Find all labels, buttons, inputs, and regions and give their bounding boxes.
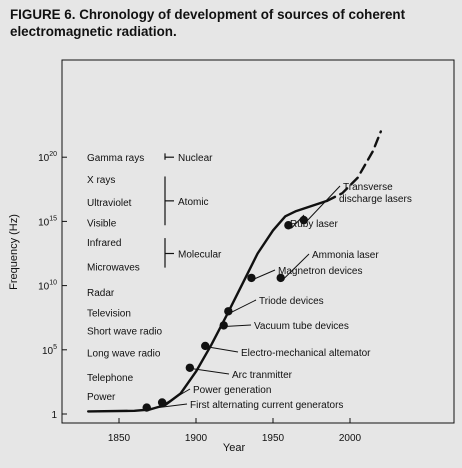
milestone-dot xyxy=(247,273,256,283)
y-tick-label: 1020 xyxy=(38,151,57,164)
milestone-dot xyxy=(142,403,151,412)
projected-curve xyxy=(325,130,382,203)
milestone-dot xyxy=(299,215,308,225)
category-brackets: Nuclear Atomic Molecular xyxy=(164,153,222,268)
x-axis-label: Year xyxy=(223,442,246,454)
x-axis-ticks: 1850 1900 1950 2000 xyxy=(108,418,362,444)
milestone-label: Magnetron devices xyxy=(278,266,363,277)
milestone-label: Ammonia laser xyxy=(312,250,379,261)
band-label: Radar xyxy=(87,288,115,299)
y-tick-label: 1 xyxy=(51,410,57,421)
milestone-leader xyxy=(192,368,230,375)
milestone-leader xyxy=(306,185,341,222)
bracket-label: Atomic xyxy=(178,197,209,208)
x-tick-label: 1950 xyxy=(262,433,285,444)
milestone-leader xyxy=(254,269,276,280)
milestone-label: First alternating current generators xyxy=(190,400,343,411)
x-tick-label: 1900 xyxy=(185,433,208,444)
milestone-leader xyxy=(208,346,239,353)
band-label: Television xyxy=(87,309,131,320)
y-tick-label: 1015 xyxy=(38,215,57,228)
x-tick-label: 2000 xyxy=(339,433,362,444)
band-label: Ultraviolet xyxy=(87,198,132,209)
milestone-dot xyxy=(185,363,195,372)
x-tick-label: 1850 xyxy=(108,433,131,444)
figure-title: FIGURE 6. Chronology of development of s… xyxy=(10,7,406,39)
milestone-leader xyxy=(283,253,310,280)
milestone-dot xyxy=(219,321,228,330)
milestone-label: Ruby laser xyxy=(290,219,338,230)
bracket-label: Molecular xyxy=(178,250,222,261)
y-axis-ticks: 1 105 1010 1015 1020 xyxy=(38,151,67,421)
band-label: Visible xyxy=(87,219,117,230)
milestone-dot xyxy=(276,273,285,283)
band-label: X rays xyxy=(87,175,115,186)
band-label: Telephone xyxy=(87,373,134,384)
bracket-label: Nuclear xyxy=(178,153,213,164)
plot-frame xyxy=(61,59,455,424)
milestone-leader xyxy=(231,299,257,313)
y-axis-label: Frequency (Hz) xyxy=(8,214,20,290)
milestone-leader xyxy=(149,403,188,410)
milestone-label: Electro-mechanical altemator xyxy=(241,348,371,359)
milestone-label: Triode devices xyxy=(259,296,324,307)
band-labels: Gamma rays X rays Ultraviolet Visible Infrar… xyxy=(87,153,162,403)
y-tick-label: 1010 xyxy=(38,280,57,293)
milestone-leader xyxy=(164,388,191,404)
milestone-label: Vacuum tube devices xyxy=(254,321,349,332)
band-label: Long wave radio xyxy=(87,348,161,359)
milestone-dot xyxy=(201,341,210,351)
milestone-label: Transverse discharge lasers xyxy=(339,182,412,205)
milestone-dot xyxy=(284,221,293,230)
milestone-dot xyxy=(157,398,167,407)
band-label: Gamma rays xyxy=(87,153,144,164)
milestone-label: Arc tranmitter xyxy=(232,370,293,381)
milestones: First alternating current generators Powe… xyxy=(142,182,412,412)
band-label: Short wave radio xyxy=(87,327,162,338)
band-label: Power xyxy=(87,392,116,403)
y-tick-label: 105 xyxy=(42,344,57,357)
band-label: Microwaves xyxy=(87,262,140,273)
band-label: Infrared xyxy=(87,238,121,249)
milestone-leader xyxy=(226,324,252,327)
milestone-label: Power generation xyxy=(193,385,271,396)
milestone-dot xyxy=(224,307,233,316)
